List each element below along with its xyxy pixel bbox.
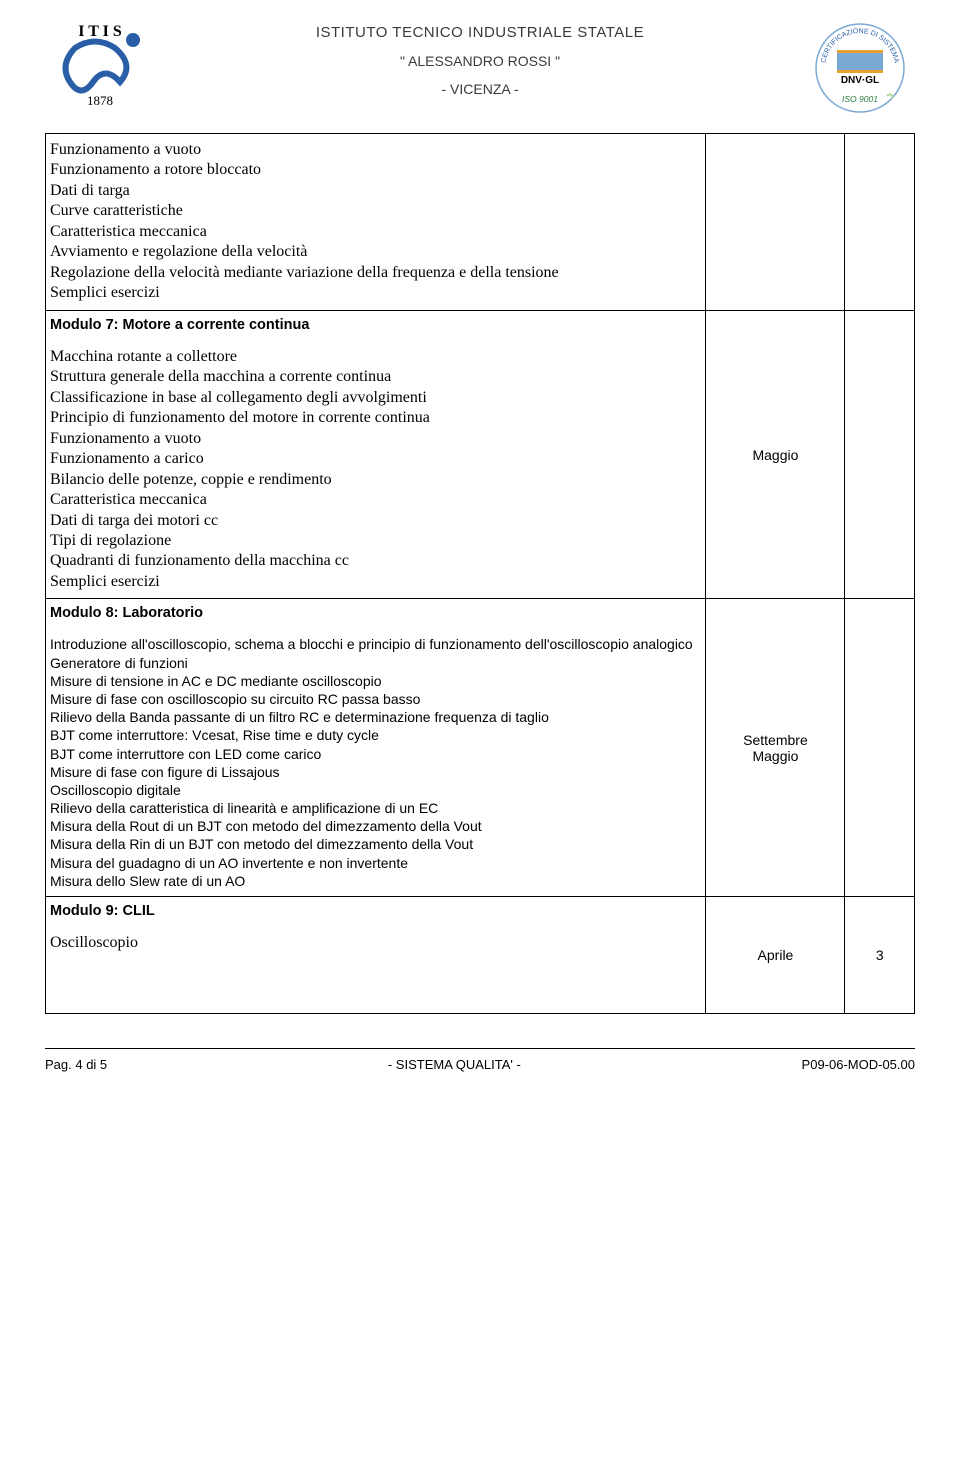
table-row: Modulo 8: Laboratorio Introduzione all'os… — [46, 599, 915, 897]
document-page: I T I S 1878 ISTITUTO TECNICO INDUSTRIAL… — [0, 0, 960, 1092]
content-line: Oscilloscopio — [50, 933, 701, 953]
content-line: Caratteristica meccanica — [50, 222, 701, 242]
content-line: Funzionamento a vuoto — [50, 140, 701, 160]
certification-logo-icon: CERTIFICAZIONE DI SISTEMA DNV·GL ISO 900… — [805, 20, 915, 115]
table-row: Modulo 7: Motore a corrente continua Macc… — [46, 310, 915, 599]
content-line: Funzionamento a vuoto — [50, 429, 701, 449]
content-line: Tipi di regolazione — [50, 531, 701, 551]
module-body: Macchina rotante a collettoreStruttura g… — [50, 347, 701, 593]
module-body: Introduzione all'oscilloscopio, schema a… — [50, 635, 701, 890]
header-title-block: ISTITUTO TECNICO INDUSTRIALE STATALE " A… — [155, 20, 805, 97]
content-line: BJT come interruttore con LED come caric… — [50, 745, 701, 763]
module-body: Oscilloscopio — [50, 933, 701, 953]
svg-text:I T I S: I T I S — [78, 23, 122, 40]
module-content-cell: Funzionamento a vuotoFunzionamento a rot… — [46, 134, 706, 311]
month-cell: Maggio — [706, 310, 845, 599]
module-content-cell: Modulo 7: Motore a corrente continua Macc… — [46, 310, 706, 599]
svg-text:DNV·GL: DNV·GL — [841, 75, 879, 86]
module-body: Funzionamento a vuotoFunzionamento a rot… — [50, 140, 701, 304]
content-line: Regolazione della velocità mediante vari… — [50, 263, 701, 283]
school-name: " ALESSANDRO ROSSI " — [155, 53, 805, 69]
content-line: Dati di targa — [50, 181, 701, 201]
module-content-cell: Modulo 9: CLIL Oscilloscopio — [46, 897, 706, 1014]
content-line: Misura della Rin di un BJT con metodo de… — [50, 835, 701, 853]
certification-logo: CERTIFICAZIONE DI SISTEMA DNV·GL ISO 900… — [805, 20, 915, 115]
footer: Pag. 4 di 5 - SISTEMA QUALITA' - P09-06-… — [45, 1048, 915, 1072]
hours-cell: 3 — [845, 897, 915, 1014]
module-content-cell: Modulo 8: Laboratorio Introduzione all'os… — [46, 599, 706, 897]
content-line: Oscilloscopio digitale — [50, 781, 701, 799]
month-cell: Aprile — [706, 897, 845, 1014]
document-header: I T I S 1878 ISTITUTO TECNICO INDUSTRIAL… — [45, 20, 915, 115]
table-row: Modulo 9: CLIL OscilloscopioAprile3 — [46, 897, 915, 1014]
content-line: Misure di tensione in AC e DC mediante o… — [50, 672, 701, 690]
content-line: Caratteristica meccanica — [50, 490, 701, 510]
content-line: Bilancio delle potenze, coppie e rendime… — [50, 470, 701, 490]
svg-text:ISO 9001: ISO 9001 — [842, 94, 878, 104]
content-line: Misure di fase con figure di Lissajous — [50, 763, 701, 781]
content-line: Semplici esercizi — [50, 283, 701, 303]
footer-center: - SISTEMA QUALITA' - — [388, 1057, 521, 1072]
month-cell: Settembre Maggio — [706, 599, 845, 897]
content-line: Misura della Rout di un BJT con metodo d… — [50, 817, 701, 835]
hours-cell — [845, 310, 915, 599]
content-line: Quadranti di funzionamento della macchin… — [50, 551, 701, 571]
footer-page: Pag. 4 di 5 — [45, 1057, 107, 1072]
module-title: Modulo 7: Motore a corrente continua — [50, 317, 701, 333]
content-line: Principio di funzionamento del motore in… — [50, 408, 701, 428]
module-title: Modulo 9: CLIL — [50, 903, 701, 919]
content-line: Introduzione all'oscilloscopio, schema a… — [50, 635, 701, 653]
content-line: Classificazione in base al collegamento … — [50, 388, 701, 408]
school-logo: I T I S 1878 — [45, 20, 155, 115]
content-line: Misure di fase con oscilloscopio su circ… — [50, 690, 701, 708]
content-line: Avviamento e regolazione della velocità — [50, 242, 701, 262]
institute-name: ISTITUTO TECNICO INDUSTRIALE STATALE — [155, 24, 805, 41]
svg-text:1878: 1878 — [87, 93, 113, 108]
content-line: Curve caratteristiche — [50, 201, 701, 221]
content-line: Struttura generale della macchina a corr… — [50, 367, 701, 387]
content-line: Rilievo della Banda passante di un filtr… — [50, 708, 701, 726]
hours-cell — [845, 134, 915, 311]
content-line: BJT come interruttore: Vcesat, Rise time… — [50, 726, 701, 744]
city-name: - VICENZA - — [155, 81, 805, 97]
content-line: Misura dello Slew rate di un AO — [50, 872, 701, 890]
content-line: Rilievo della caratteristica di linearit… — [50, 799, 701, 817]
month-cell — [706, 134, 845, 311]
hours-cell — [845, 599, 915, 897]
content-line: Dati di targa dei motori cc — [50, 511, 701, 531]
content-line: Semplici esercizi — [50, 572, 701, 592]
content-line: Macchina rotante a collettore — [50, 347, 701, 367]
content-line: Funzionamento a rotore bloccato — [50, 160, 701, 180]
syllabus-table: Funzionamento a vuotoFunzionamento a rot… — [45, 133, 915, 1014]
content-line: Misura del guadagno di un AO invertente … — [50, 854, 701, 872]
content-line: Funzionamento a carico — [50, 449, 701, 469]
school-logo-icon: I T I S 1878 — [45, 20, 155, 115]
footer-code: P09-06-MOD-05.00 — [802, 1057, 915, 1072]
module-title: Modulo 8: Laboratorio — [50, 605, 701, 621]
table-row: Funzionamento a vuotoFunzionamento a rot… — [46, 134, 915, 311]
content-line: Generatore di funzioni — [50, 654, 701, 672]
